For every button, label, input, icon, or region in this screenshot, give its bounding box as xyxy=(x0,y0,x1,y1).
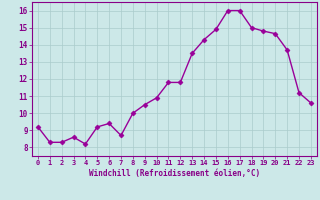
X-axis label: Windchill (Refroidissement éolien,°C): Windchill (Refroidissement éolien,°C) xyxy=(89,169,260,178)
